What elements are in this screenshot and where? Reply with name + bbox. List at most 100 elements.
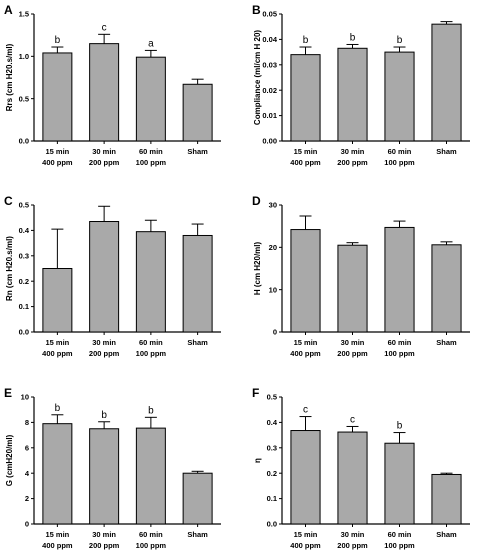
panel-b: B 0.00 0.01 0.02 0.03 0.04 0.05 Compliance (ml/… — [252, 3, 470, 167]
bar — [182, 234, 213, 333]
x-tick-label-dose: 200 ppm — [337, 541, 368, 550]
panel-label: C — [4, 194, 13, 208]
y-tick-label: 0.5 — [19, 94, 29, 103]
significance-label: b — [101, 410, 107, 421]
x-tick-label-dose: 400 ppm — [42, 349, 73, 358]
panel-e: E 0 2 4 6 8 10 G (cmH20/ml) b 15 min 400 ppm b 30 mi… — [4, 386, 221, 550]
x-tick-label: Sham — [436, 530, 457, 539]
y-tick-label: 8 — [25, 418, 29, 427]
y-axis-label: Rrs (cm H20.s/ml) — [5, 43, 14, 111]
significance-label: b — [350, 32, 356, 43]
x-tick-label: 30 min — [92, 147, 116, 156]
y-tick-label: 4 — [25, 469, 30, 478]
x-tick-label-dose: 400 ppm — [42, 158, 73, 167]
y-axis-label: H (cm H20/ml) — [253, 241, 262, 295]
y-tick-label: 6 — [25, 443, 29, 452]
panel-d: D 0 10 20 30 H (cm H20/ml) 15 min 400 ppm 30 min… — [252, 194, 470, 358]
y-tick-label: 0.2 — [19, 277, 29, 286]
y-tick-label: 0.03 — [262, 60, 277, 69]
y-tick-label: 0.0 — [19, 137, 29, 146]
x-tick-label-dose: 200 ppm — [337, 158, 368, 167]
x-tick-label-dose: 100 ppm — [384, 158, 415, 167]
x-tick-label-dose: 400 ppm — [290, 349, 321, 358]
bar — [431, 23, 462, 142]
y-axis-label: G (cmH20/ml) — [5, 434, 14, 486]
panel-label: A — [4, 3, 13, 17]
y-tick-label: 2 — [25, 494, 29, 503]
x-tick-label: 30 min — [92, 530, 116, 539]
significance-label: b — [148, 405, 154, 416]
bar — [42, 52, 73, 142]
x-tick-label-dose: 100 ppm — [136, 349, 167, 358]
bar — [384, 442, 415, 525]
bar — [135, 231, 166, 333]
significance-label: b — [397, 35, 403, 46]
significance-label: b — [397, 421, 403, 432]
y-tick-label: 0.1 — [19, 302, 29, 311]
bar — [290, 54, 321, 142]
bar — [290, 229, 321, 333]
bar — [182, 83, 213, 142]
bar — [431, 244, 462, 333]
bar — [89, 221, 120, 333]
x-tick-label: 15 min — [294, 147, 318, 156]
significance-label: c — [102, 22, 107, 33]
y-tick-label: 0.0 — [19, 328, 29, 337]
y-tick-label: 1.5 — [19, 10, 29, 19]
x-tick-label-dose: 400 ppm — [290, 541, 321, 550]
x-tick-label-dose: 400 ppm — [42, 541, 73, 550]
x-tick-label: 15 min — [294, 338, 318, 347]
bar — [384, 226, 415, 333]
x-tick-label: 15 min — [45, 338, 69, 347]
y-tick-label: 0.4 — [19, 226, 30, 235]
x-tick-label-dose: 200 ppm — [89, 541, 120, 550]
x-tick-label: 60 min — [139, 147, 163, 156]
x-tick-label: Sham — [187, 530, 208, 539]
panel-c: C 0.0 0.1 0.2 0.3 0.4 0.5 Rn (cm H20.s/ml) 15 mi… — [4, 194, 221, 358]
x-tick-label: Sham — [187, 338, 208, 347]
significance-label: b — [55, 403, 61, 414]
panel-a: A 0.0 0.5 1.0 1.5 Rrs (cm H20.s/ml) b 15 min 400… — [4, 3, 221, 167]
bar — [290, 430, 321, 525]
x-tick-label: 60 min — [139, 530, 163, 539]
y-axis-label: η — [253, 458, 262, 463]
y-tick-label: 0 — [273, 328, 277, 337]
significance-label: b — [303, 35, 309, 46]
significance-label: a — [148, 38, 154, 49]
x-tick-label: 15 min — [45, 530, 69, 539]
y-tick-label: 10 — [269, 285, 277, 294]
bar — [182, 472, 213, 525]
y-tick-label: 0.1 — [267, 494, 277, 503]
x-tick-label: 60 min — [388, 338, 412, 347]
bar — [42, 423, 73, 525]
y-axis-label: Compliance (ml/cm H 20) — [253, 30, 262, 125]
y-tick-label: 0.5 — [267, 393, 277, 402]
y-axis-label: Rn (cm H20.s/ml) — [5, 236, 14, 301]
y-tick-label: 0.3 — [267, 443, 277, 452]
bar — [337, 431, 368, 525]
bar — [135, 427, 166, 525]
y-tick-label: 20 — [269, 243, 277, 252]
y-tick-label: 0.00 — [262, 137, 277, 146]
bar — [384, 51, 415, 142]
bar — [431, 473, 462, 525]
y-tick-label: 10 — [21, 393, 29, 402]
x-tick-label-dose: 200 ppm — [89, 158, 120, 167]
x-tick-label: 60 min — [388, 530, 412, 539]
bar — [337, 244, 368, 333]
y-tick-label: 0.0 — [267, 520, 277, 529]
y-tick-label: 0.2 — [267, 469, 277, 478]
y-tick-label: 30 — [269, 201, 277, 210]
panel-label: E — [4, 386, 12, 400]
panel-label: D — [252, 194, 261, 208]
x-tick-label-dose: 100 ppm — [384, 541, 415, 550]
panel-label: B — [252, 3, 261, 17]
x-tick-label-dose: 200 ppm — [89, 349, 120, 358]
x-tick-label-dose: 400 ppm — [290, 158, 321, 167]
significance-label: b — [55, 35, 61, 46]
x-tick-label: 30 min — [341, 530, 365, 539]
panel-label: F — [252, 386, 259, 400]
bar — [135, 56, 166, 142]
x-tick-label: Sham — [436, 338, 457, 347]
